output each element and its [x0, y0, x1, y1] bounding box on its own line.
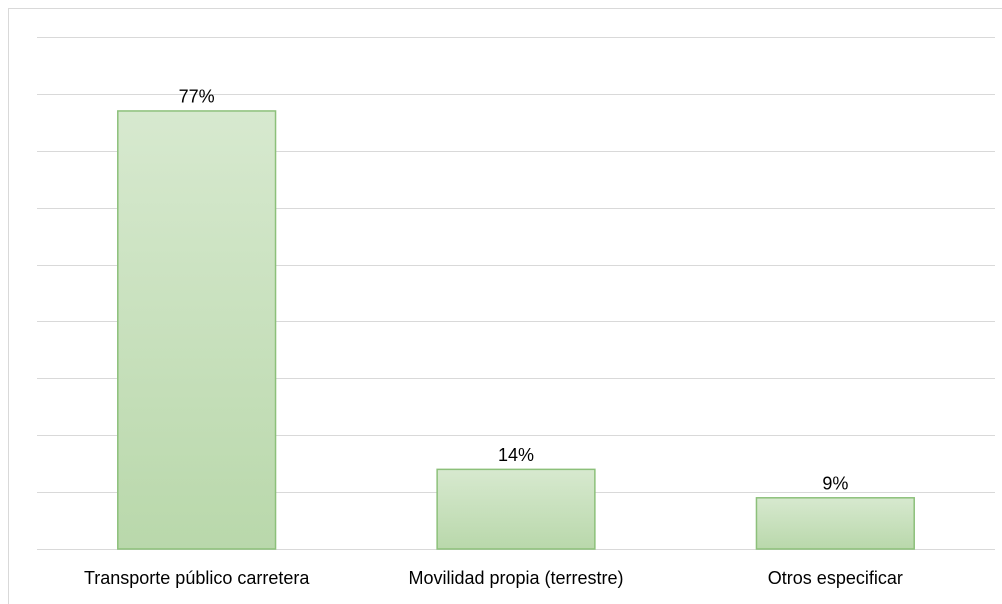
bar: [755, 497, 915, 550]
chart-frame: [8, 8, 1002, 604]
data-label: 77%: [179, 87, 215, 107]
data-label: 14%: [498, 445, 534, 465]
data-label: 9%: [822, 474, 848, 494]
bar: [436, 468, 596, 550]
x-tick-label: Movilidad propia (terrestre): [408, 568, 623, 588]
bar: [117, 110, 277, 550]
x-tick-label: Otros especificar: [768, 568, 903, 588]
x-tick-label: Transporte público carretera: [84, 568, 310, 588]
